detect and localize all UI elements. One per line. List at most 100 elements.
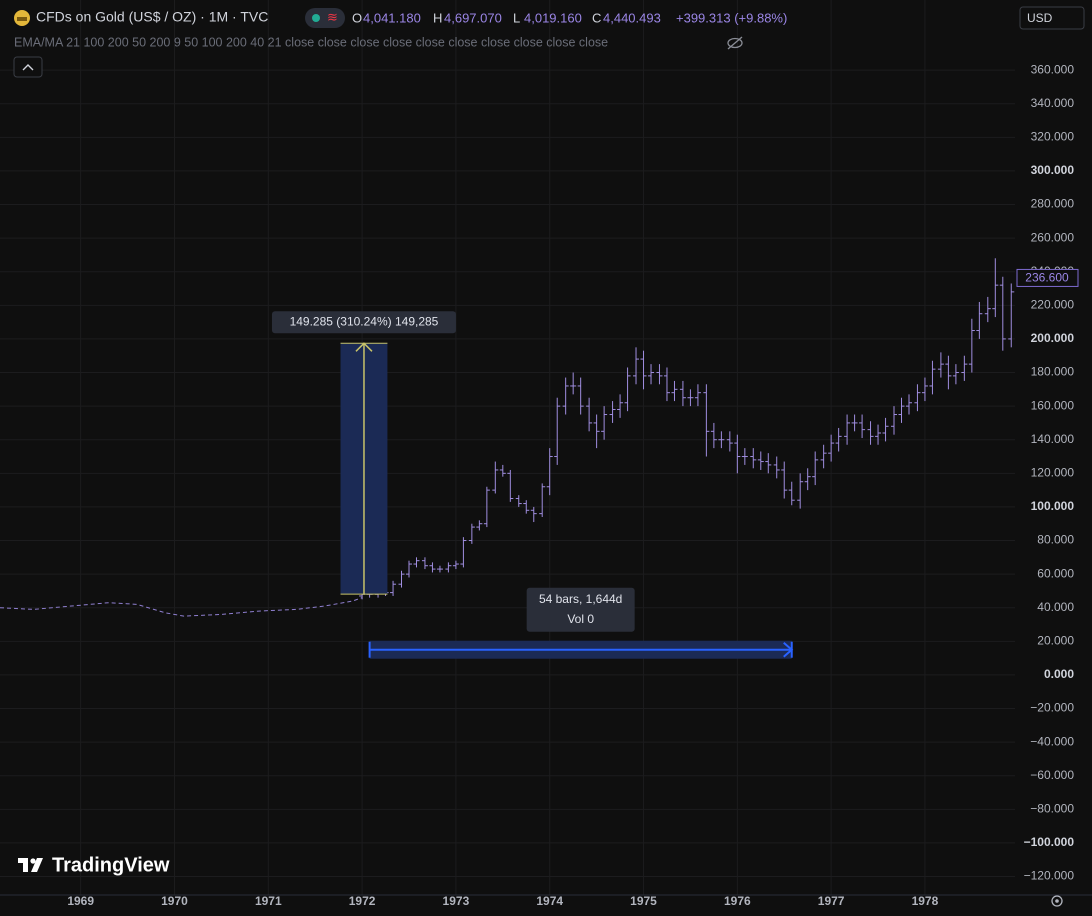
x-tick-label: 1971 [255,894,282,908]
ohlc-bar [671,380,678,402]
currency-label: USD [1027,11,1053,25]
ohlc-bar [718,431,725,449]
ohlc-bar [999,276,1006,351]
x-tick-label: 1976 [724,894,751,908]
settings-icon[interactable] [1051,895,1063,907]
ohlc-bar [937,352,944,378]
y-tick-label: 320.000 [1031,129,1075,143]
ohlc-value: 4,019.160 [524,10,582,25]
y-tick-label: 260.000 [1031,230,1075,244]
collapse-button[interactable] [13,56,43,78]
indicator-legend[interactable]: EMA/MA 21 100 200 50 200 9 50 100 200 40… [14,35,608,49]
ohlc-bar [984,296,991,323]
ohlc-bar [835,427,842,452]
ohlc-bar [492,461,499,494]
ohlc-bar [882,417,889,442]
eye-icon[interactable] [727,36,743,50]
ohlc-bar [687,389,694,407]
symbol-title[interactable]: CFDs on Gold (US$ / OZ) · 1M · TVC [36,9,268,25]
ohlc-bar [546,448,553,496]
y-tick-label: 80.000 [1037,533,1074,547]
y-tick-label: 220.000 [1031,297,1075,311]
ohlc-bar [788,481,795,506]
y-tick-label: 0.000 [1044,667,1074,681]
x-tick-label: 1978 [912,894,939,908]
ohlc-bar [898,397,905,423]
arrow-head [783,641,794,658]
ohlc-label: C [592,10,601,25]
ohlc-bar [945,355,952,390]
y-tick-label: −80.000 [1030,801,1074,815]
ohlc-bar [640,350,647,390]
brand-logo [18,858,43,872]
ohlc-bar [460,537,467,568]
ohlc-value: 4,697.070 [444,10,502,25]
price-range-label: 149.285 (310.24%) 149,285 [290,314,439,328]
ohlc-bar [867,421,874,445]
ohlc-bar [539,483,546,517]
ohlc-bar [812,451,819,486]
y-tick-label: 340.000 [1031,96,1075,110]
ohlc-bar [851,414,858,432]
ohlc-bar [914,384,921,412]
x-tick-label: 1970 [161,894,188,908]
ohlc-bar [781,461,788,499]
ohlc-bar [483,486,490,528]
ohlc-label: L [513,10,520,25]
status-pill[interactable] [305,8,345,28]
y-tick-label: 120.000 [1031,465,1075,479]
ohlc-bar [633,347,640,385]
ohlc-bar [820,444,827,469]
ohlc-bar [773,456,780,479]
y-tick-label: −120.000 [1024,869,1075,883]
y-tick-label: −40.000 [1030,734,1074,748]
ohlc-bar [663,367,670,402]
ohlc-bar [968,318,975,373]
y-tick-label: 160.000 [1031,398,1075,412]
y-tick-label: 40.000 [1037,600,1074,614]
ohlc-bar [929,360,936,395]
ohlc-bar [515,495,522,507]
y-tick-label: 280.000 [1031,197,1075,211]
ohlc-bar [499,464,506,477]
ohlc-bar [1008,283,1015,348]
ohlc-bar [648,364,655,385]
ohlc-value: 4,041.180 [363,10,421,25]
currency-button[interactable] [1019,6,1085,30]
ohlc-bar [468,523,475,544]
x-tick-label: 1977 [818,894,845,908]
ohlc-bar [476,520,483,531]
ohlc-bar [804,468,811,491]
ohlc-bar [398,570,405,588]
x-tick-label: 1972 [349,894,376,908]
ohlc-bar [523,500,530,514]
ohlc-bar [390,580,397,596]
ohlc-bar [421,557,428,570]
ohlc-bar [890,406,897,435]
ohlc-bar [656,364,663,385]
ohlc-bar [436,565,443,573]
y-tick-label: −100.000 [1024,835,1075,849]
x-tick-label: 1975 [630,894,657,908]
ohlc-bar [710,422,717,449]
ohlc-bar [703,384,710,457]
arrow-head [355,342,373,352]
ohlc-bar [624,367,631,412]
y-tick-label: 100.000 [1031,499,1075,513]
ohlc-bar [875,424,882,445]
chevron-icon [22,64,34,71]
ohlc-bar [921,377,928,402]
ohlc-bar [507,469,514,502]
symbol-icon-bar [17,17,27,21]
y-tick-label: 300.000 [1031,163,1075,177]
status-dot [312,14,320,22]
y-tick-label: 60.000 [1037,566,1074,580]
ohlc-bar [679,380,686,407]
y-tick-label: −20.000 [1030,701,1074,715]
ohlc-bar [601,406,608,440]
ohlc-bar [828,434,835,462]
ohlc-bar [445,562,452,573]
grid [0,0,1015,895]
ohlc-bar [757,451,764,470]
